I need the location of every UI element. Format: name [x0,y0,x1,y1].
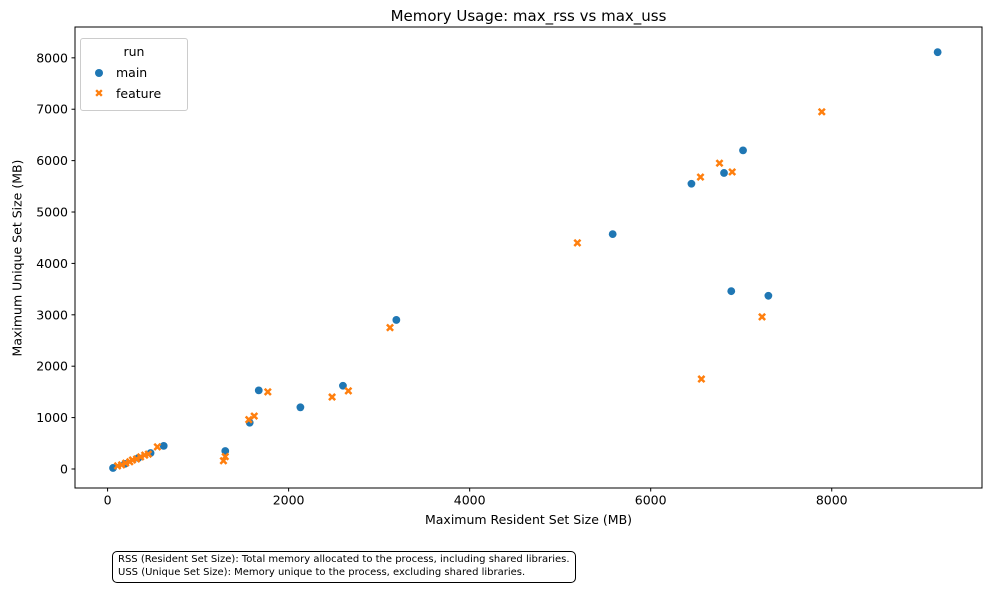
y-tick-label: 7000 [36,102,68,117]
point-feature [219,456,228,465]
legend-item-feature: ✖ feature [89,83,179,104]
legend-item-main: main [89,62,179,83]
point-main [159,441,168,450]
point-feature [221,452,230,461]
point-main [254,386,263,395]
point-feature [817,107,826,116]
legend: run main ✖ feature [80,38,188,111]
point-feature [132,454,141,463]
y-tick-label: 3000 [36,307,68,322]
x-axis-label: Maximum Resident Set Size (MB) [424,512,633,527]
y-tick-label: 0 [60,461,68,476]
point-main [764,291,773,300]
point-feature [728,167,737,176]
main-circle-marker-icon [89,68,109,77]
point-feature [715,159,724,168]
y-tick-label: 6000 [36,153,68,168]
footnote-box: RSS (Resident Set Size): Total memory al… [112,551,576,583]
y-axis-label: Maximum Unique Set Size (MB) [9,159,25,357]
point-main [933,48,942,57]
point-main [109,464,117,472]
point-main [392,316,401,324]
point-main [727,287,736,296]
point-main [687,179,696,188]
x-tick-label: 8000 [816,493,848,508]
point-main [608,230,617,239]
footnote-line-rss: RSS (Resident Set Size): Total memory al… [118,554,570,565]
x-tick-label: 4000 [454,493,486,508]
point-feature [758,312,767,321]
point-feature [344,386,353,395]
point-feature [153,442,162,451]
point-main [296,403,305,412]
legend-label-main: main [116,65,148,80]
point-feature [328,393,337,402]
chart-title: Memory Usage: max_rss vs max_uss [390,7,667,25]
legend-label-feature: feature [116,86,162,101]
point-feature [144,450,153,459]
legend-title: run [123,44,145,59]
y-tick-label: 8000 [36,50,68,65]
y-tick-label: 2000 [36,359,68,374]
point-feature [250,412,259,421]
point-feature [244,415,253,424]
point-feature [263,387,272,396]
x-tick-label: 2000 [273,493,305,508]
y-tick-label: 1000 [36,410,68,425]
feature-x-marker-icon: ✖ [94,87,104,100]
point-feature [697,375,706,384]
point-main [339,381,347,390]
point-feature [696,173,705,182]
point-main [739,146,747,155]
y-tick-label: 4000 [36,256,68,271]
x-tick-label: 0 [104,493,112,508]
point-feature [573,238,582,247]
x-tick-label: 6000 [635,493,667,508]
point-main [720,169,728,177]
axes-spines [74,26,983,489]
y-tick-label: 5000 [36,205,68,220]
footnote-line-uss: USS (Unique Set Size): Memory unique to … [118,566,526,578]
point-feature [386,323,394,332]
